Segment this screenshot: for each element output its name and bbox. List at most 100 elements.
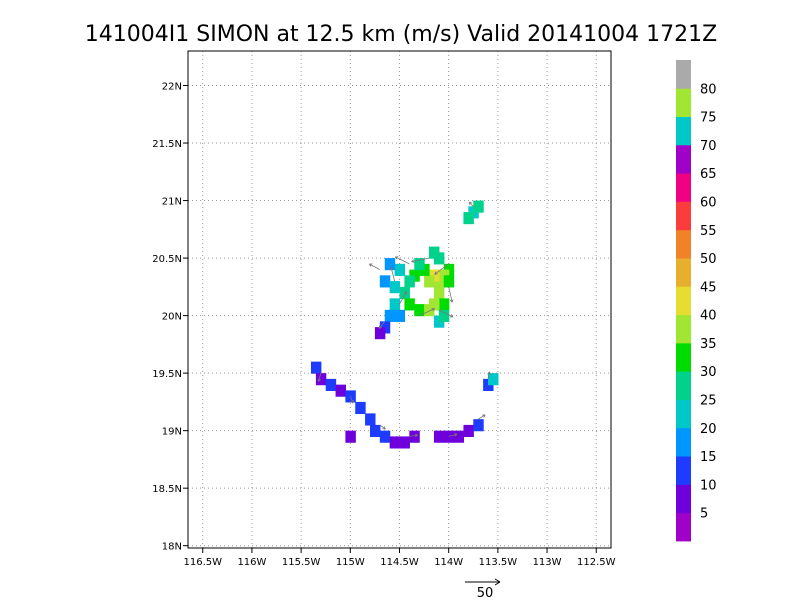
colorbar-label: 30: [700, 365, 717, 380]
colorbar-swatch: [676, 512, 691, 542]
wind-cell: [384, 258, 396, 271]
wind-cell: [463, 424, 474, 438]
wind-vector: [448, 286, 454, 303]
wind-cell: [433, 430, 445, 443]
wind-cell: [429, 298, 440, 311]
colorbar-label: 10: [700, 478, 717, 493]
y-tick-label: 22N: [162, 82, 182, 93]
wind-vector: [368, 263, 381, 270]
reference-vector-arrowhead: [494, 578, 501, 586]
wind-vectors: [317, 201, 491, 438]
colorbar-label: 80: [700, 82, 717, 97]
y-tick-label: 18N: [162, 542, 182, 553]
wind-vector: [448, 433, 458, 437]
lat-lon-grid: [188, 51, 611, 548]
colorbar-label: 45: [700, 280, 717, 295]
wind-cell: [374, 327, 386, 340]
x-tick-label: 114W: [434, 557, 463, 568]
wind-vector: [477, 414, 486, 420]
wind-cell: [409, 430, 420, 443]
wind-cell: [433, 252, 445, 265]
colorbar-label: 15: [700, 450, 717, 465]
wind-vector: [349, 395, 354, 404]
wind-vector: [487, 371, 491, 379]
wind-cell: [355, 401, 366, 414]
wind-cell: [369, 424, 381, 438]
colorbar-swatch: [676, 342, 691, 372]
colorbar-swatch: [676, 116, 691, 146]
colorbar-swatch: [676, 286, 691, 316]
x-axis-ticks: 116.5W 116W 115.5W 115W 114.5W 114W 113.5W 113W…: [183, 548, 616, 568]
colorbar-label: 40: [700, 309, 717, 324]
colorbar-label: 70: [700, 139, 717, 154]
wind-cell: [379, 275, 391, 288]
colorbar-label: 55: [700, 224, 717, 239]
colorbar-swatch: [676, 484, 691, 514]
wind-vector: [434, 263, 449, 275]
colorbar-swatch: [676, 88, 691, 117]
colorbar-swatch: [676, 201, 691, 231]
colorbar-swatch: [676, 371, 691, 400]
wind-cell: [404, 298, 415, 311]
wind-cell: [310, 361, 322, 374]
wind-cell: [463, 212, 474, 225]
x-tick-label: 116.5W: [183, 557, 222, 568]
wind-cell: [438, 309, 450, 322]
y-tick-label: 21N: [162, 197, 182, 208]
colorbar-swatch: [676, 314, 691, 344]
chart-title: 141004I1 SIMON at 12.5 km (m/s) Valid 20…: [85, 22, 717, 47]
wind-vector: [468, 201, 474, 207]
wind-cell: [384, 309, 396, 322]
wind-vector: [399, 291, 407, 305]
x-tick-label: 112.5W: [577, 557, 616, 568]
colorbar-label: 35: [700, 337, 717, 352]
y-axis-ticks: 18N 18.5N 19N 19.5N 20N 20.5N 21N 21.5N 22N: [152, 82, 188, 553]
reference-vector: 50: [465, 578, 501, 600]
colorbar-label: 50: [700, 252, 717, 267]
wind-cell: [315, 373, 327, 386]
x-tick-label: 115W: [336, 557, 365, 568]
colorbar-label: 60: [700, 195, 717, 210]
wind-cell: [389, 436, 401, 449]
wind-cell: [335, 384, 346, 397]
wind-vector: [379, 424, 386, 430]
wind-vector: [317, 373, 322, 382]
wind-cell: [399, 436, 410, 449]
wind-cell: [488, 373, 499, 386]
wind-cell: [443, 275, 455, 288]
wind-cell: [438, 298, 450, 311]
colorbar-label: 20: [700, 422, 717, 437]
x-tick-label: 113W: [533, 557, 562, 568]
wind-cell: [345, 430, 356, 443]
wind-vector: [378, 321, 386, 329]
wind-vector: [409, 433, 418, 438]
colorbar-swatch: [676, 456, 691, 485]
colorbar-swatch: [676, 173, 691, 202]
colorbar-label: 5: [700, 507, 708, 522]
wind-cell: [473, 200, 484, 213]
y-tick-label: 19N: [162, 427, 182, 438]
wind-vector: [438, 309, 454, 318]
reference-vector-label: 50: [477, 586, 494, 600]
colorbar: 5 10 15 20 25 30 35 40 45 50 55 60 65 70 75 80: [676, 60, 717, 542]
wind-cell: [389, 281, 401, 294]
wind-cell: [394, 263, 406, 276]
y-tick-label: 20.5N: [152, 254, 182, 265]
x-tick-label: 116W: [237, 557, 266, 568]
wind-cell: [453, 430, 465, 443]
colorbar-label: 25: [700, 394, 717, 409]
wind-cell: [414, 304, 425, 317]
wind-cell: [365, 413, 376, 426]
y-tick-label: 18.5N: [152, 484, 182, 495]
colorbar-swatch: [676, 144, 691, 174]
colorbar-swatch: [676, 399, 691, 429]
wind-cell: [433, 286, 445, 299]
wind-cell: [379, 430, 391, 443]
wind-cell: [404, 275, 415, 288]
wind-cell: [424, 275, 435, 288]
wind-cell: [325, 378, 337, 391]
wind-vector: [389, 266, 395, 282]
colorbar-label: 65: [700, 167, 717, 182]
x-tick-label: 113.5W: [479, 557, 518, 568]
